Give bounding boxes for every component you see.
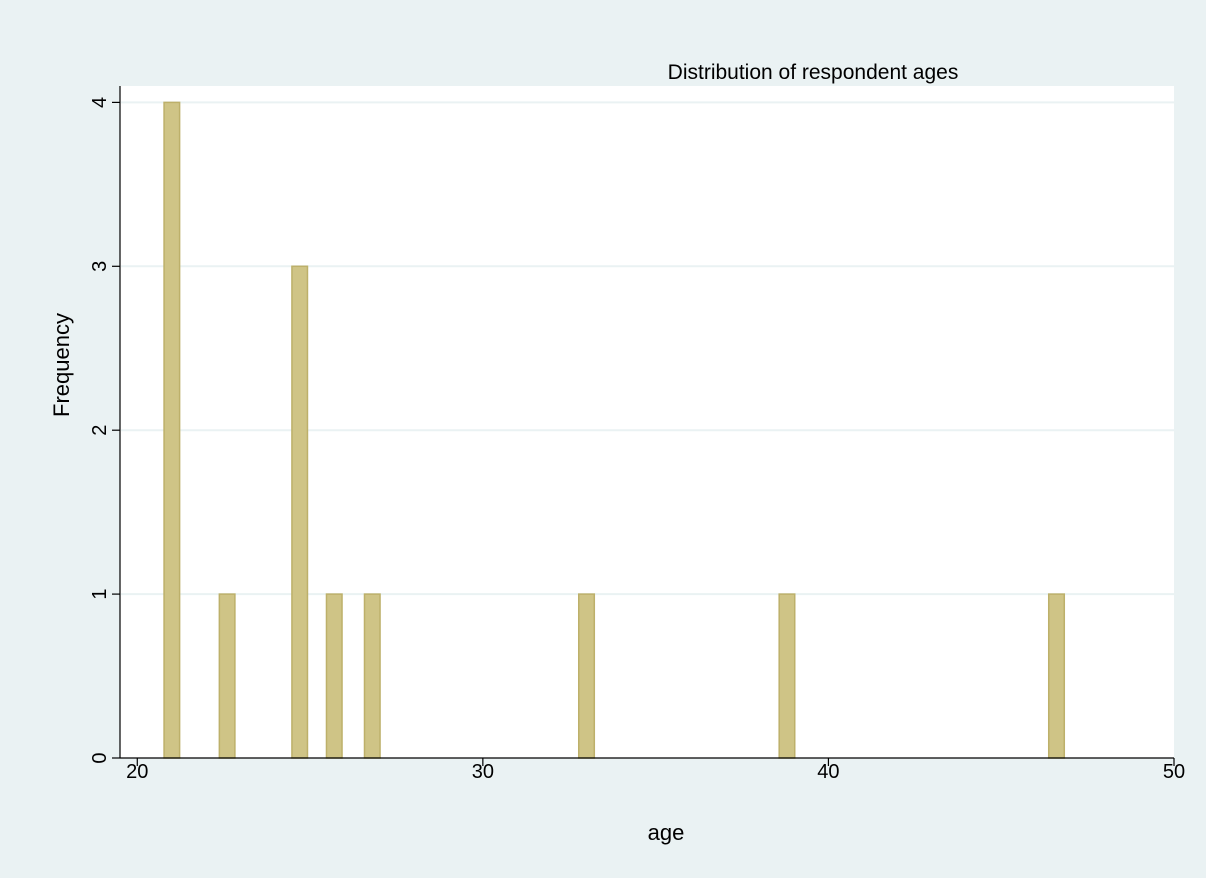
y-tick-label: 1 bbox=[89, 589, 111, 600]
chart-title: Distribution of respondent ages bbox=[668, 61, 959, 84]
x-tick-label: 20 bbox=[126, 761, 148, 783]
x-tick-label: 30 bbox=[472, 761, 494, 783]
x-axis-title: age bbox=[648, 820, 685, 845]
x-axis-ticks: 20 30 40 50 bbox=[126, 758, 1185, 783]
y-tick-label: 2 bbox=[89, 425, 111, 436]
plot-area bbox=[120, 86, 1174, 758]
histogram-bar bbox=[218, 593, 236, 759]
y-tick-label: 0 bbox=[89, 752, 111, 763]
y-axis-title: Frequency bbox=[49, 313, 74, 417]
histogram-bar bbox=[325, 593, 343, 759]
histogram-bar bbox=[363, 593, 381, 759]
histogram-bar bbox=[1047, 593, 1066, 759]
x-tick-label: 40 bbox=[817, 761, 839, 783]
y-tick-label: 4 bbox=[89, 97, 111, 108]
bars bbox=[163, 101, 1066, 759]
y-tick-label: 3 bbox=[89, 261, 111, 272]
y-axis-ticks: 0 1 2 3 4 bbox=[89, 97, 120, 764]
histogram-bar bbox=[778, 593, 796, 759]
histogram-bar bbox=[163, 101, 181, 759]
x-tick-label: 50 bbox=[1163, 761, 1185, 783]
histogram-bar bbox=[577, 593, 596, 759]
histogram-bar bbox=[291, 265, 309, 759]
